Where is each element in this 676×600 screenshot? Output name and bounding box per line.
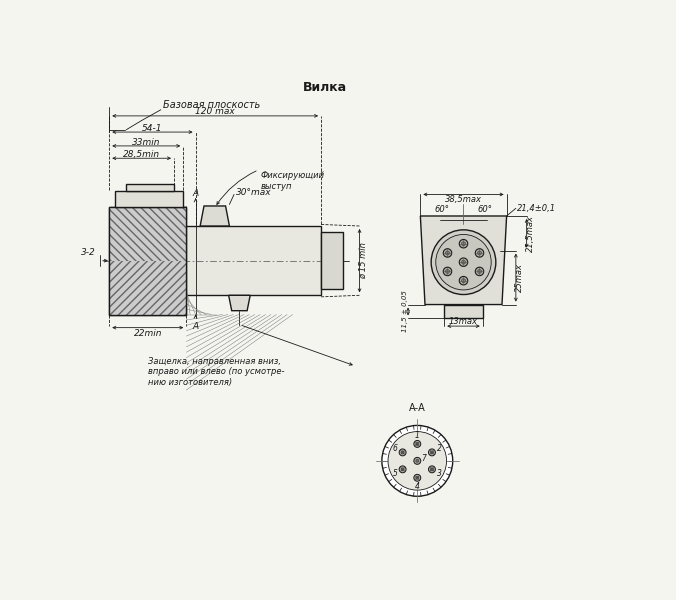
Circle shape <box>416 476 418 479</box>
Circle shape <box>443 249 452 257</box>
Text: 25max: 25max <box>515 263 524 292</box>
Text: 60°: 60° <box>477 205 493 214</box>
Text: 4: 4 <box>461 286 466 295</box>
Circle shape <box>399 466 406 473</box>
Text: 60°: 60° <box>435 205 450 214</box>
Text: Базовая плоскость: Базовая плоскость <box>163 100 260 110</box>
Circle shape <box>431 468 433 471</box>
Text: 1: 1 <box>461 230 466 239</box>
Text: 2: 2 <box>437 443 441 452</box>
Circle shape <box>475 249 484 257</box>
Text: 13max: 13max <box>449 317 478 326</box>
Circle shape <box>475 267 484 275</box>
Circle shape <box>401 468 404 471</box>
Circle shape <box>462 260 465 264</box>
Text: 54-1: 54-1 <box>142 124 163 133</box>
Text: 6: 6 <box>437 244 442 253</box>
Bar <box>116 191 183 207</box>
Circle shape <box>462 279 465 283</box>
Circle shape <box>414 475 420 481</box>
Bar <box>110 207 187 260</box>
Bar <box>321 232 343 289</box>
Text: 4: 4 <box>415 482 420 491</box>
Text: ø 15 min: ø 15 min <box>359 242 368 279</box>
Circle shape <box>431 451 433 454</box>
Polygon shape <box>200 206 229 226</box>
Bar <box>110 260 187 314</box>
Bar <box>110 207 187 314</box>
Text: 38,5max: 38,5max <box>445 196 482 205</box>
Circle shape <box>429 449 435 456</box>
Circle shape <box>416 442 418 445</box>
Text: А: А <box>193 322 199 331</box>
Text: 6: 6 <box>393 443 397 452</box>
Text: Вилка: Вилка <box>303 81 347 94</box>
Circle shape <box>382 425 453 496</box>
Circle shape <box>399 449 406 456</box>
Circle shape <box>431 230 496 295</box>
Text: 30°max: 30°max <box>235 188 271 197</box>
Text: 21,4±0,1: 21,4±0,1 <box>517 204 556 213</box>
Text: 7: 7 <box>421 454 426 463</box>
Text: 33min: 33min <box>132 137 160 146</box>
Text: А-А: А-А <box>409 403 426 413</box>
Text: 7: 7 <box>467 256 472 265</box>
Text: 2: 2 <box>485 244 490 253</box>
Circle shape <box>459 239 468 248</box>
Text: Фиксирующий
выступ: Фиксирующий выступ <box>260 172 324 191</box>
Circle shape <box>462 242 465 245</box>
Text: А: А <box>193 189 199 198</box>
Circle shape <box>414 440 420 448</box>
Text: 5: 5 <box>437 272 442 281</box>
Circle shape <box>416 460 418 463</box>
Text: 1: 1 <box>415 431 420 440</box>
Text: 3-2: 3-2 <box>80 248 95 257</box>
Circle shape <box>477 251 481 255</box>
Text: 3: 3 <box>485 272 490 281</box>
Text: Защелка, направленная вниз,
вправо или влево (по усмотре-
нию изготовителя): Защелка, направленная вниз, вправо или в… <box>148 357 285 387</box>
Circle shape <box>436 235 491 290</box>
Polygon shape <box>228 295 250 311</box>
Circle shape <box>477 269 481 274</box>
Text: 120 max: 120 max <box>195 107 235 116</box>
Text: 22min: 22min <box>134 329 162 338</box>
Text: 28,5min: 28,5min <box>123 150 160 159</box>
Circle shape <box>459 258 468 266</box>
Circle shape <box>401 451 404 454</box>
Text: 3: 3 <box>437 469 441 478</box>
Circle shape <box>429 466 435 473</box>
Circle shape <box>388 431 447 490</box>
Polygon shape <box>420 216 506 305</box>
Text: 21,5max: 21,5max <box>526 215 535 252</box>
Circle shape <box>414 457 420 464</box>
Circle shape <box>459 277 468 285</box>
Circle shape <box>443 267 452 275</box>
Text: 11,5 ± 0,05: 11,5 ± 0,05 <box>402 290 408 332</box>
Bar <box>126 184 174 191</box>
Circle shape <box>445 251 450 255</box>
Circle shape <box>445 269 450 274</box>
Bar <box>444 305 483 319</box>
Bar <box>187 226 321 295</box>
Bar <box>110 207 187 314</box>
Text: 5: 5 <box>393 469 397 478</box>
